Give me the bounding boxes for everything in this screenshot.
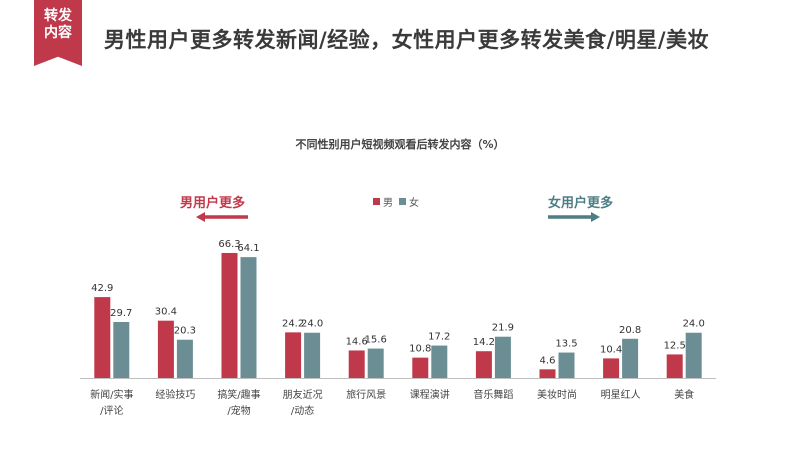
data-label-male-4: 14.6 <box>346 336 368 347</box>
bar-female-0 <box>113 321 130 378</box>
data-label-female-6: 21.9 <box>492 323 514 334</box>
bar-female-9 <box>685 332 702 378</box>
data-label-male-7: 4.6 <box>540 355 556 366</box>
data-label-female-8: 20.8 <box>619 325 641 336</box>
bar-male-8 <box>603 358 620 378</box>
category-label-8: 明星红人 <box>601 388 641 401</box>
category-label-5: 课程演讲 <box>410 388 450 401</box>
data-label-female-4: 15.6 <box>365 335 387 346</box>
data-label-female-2: 64.1 <box>237 243 259 254</box>
bar-female-3 <box>304 332 321 378</box>
bar-male-4 <box>348 350 365 378</box>
section-badge: 转发 内容 <box>34 0 82 66</box>
bar-male-2 <box>221 252 238 378</box>
male-more-annotation: 男用户更多 <box>180 196 246 211</box>
data-label-male-1: 30.4 <box>155 307 177 318</box>
legend-item-female: 女 <box>399 194 419 209</box>
bar-female-1 <box>176 339 193 378</box>
data-label-male-0: 42.9 <box>91 283 113 294</box>
category-label-6: 音乐舞蹈 <box>473 388 513 401</box>
left-arrow-icon <box>196 212 248 222</box>
data-label-female-1: 20.3 <box>174 326 196 337</box>
female-more-annotation: 女用户更多 <box>548 196 614 211</box>
data-label-male-8: 10.4 <box>600 344 622 355</box>
legend-swatch-female <box>399 198 406 205</box>
bar-female-4 <box>367 348 384 378</box>
bar-female-6 <box>494 336 511 378</box>
category-label-3: 朋友近况 <box>283 388 323 401</box>
category-label-3-line2: /动态 <box>291 404 314 417</box>
right-arrow-icon <box>548 212 600 222</box>
bar-female-8 <box>622 338 639 378</box>
data-label-female-9: 24.0 <box>683 319 705 330</box>
legend-label-female: 女 <box>409 198 419 209</box>
data-label-female-3: 24.0 <box>301 319 323 330</box>
bar-male-0 <box>94 297 111 378</box>
bar-male-1 <box>157 320 174 378</box>
data-label-female-0: 29.7 <box>110 308 132 319</box>
category-label-0: 新闻/实事 <box>90 388 133 401</box>
category-label-9: 美食 <box>674 388 694 401</box>
bar-male-9 <box>666 354 683 378</box>
data-label-male-3: 24.2 <box>282 318 304 329</box>
data-label-male-5: 10.8 <box>409 344 431 355</box>
bar-male-3 <box>285 332 302 378</box>
data-label-female-5: 17.2 <box>428 332 450 343</box>
category-label-2: 搞笑/趣事 <box>217 388 260 401</box>
bar-female-7 <box>558 352 575 378</box>
badge-line-2: 内容 <box>44 25 72 41</box>
chart-title: 不同性别用户短视频观看后转发内容（%） <box>295 138 505 151</box>
data-label-male-9: 12.5 <box>664 340 686 351</box>
category-label-1: 经验技巧 <box>155 388 195 401</box>
legend-item-male: 男 <box>373 194 393 209</box>
category-label-2-line2: /宠物 <box>227 404 250 417</box>
legend-label-male: 男 <box>383 198 393 209</box>
legend-swatch-male <box>373 198 380 205</box>
bar-male-6 <box>475 351 492 378</box>
badge-line-1: 转发 <box>44 8 72 24</box>
bar-male-5 <box>412 357 429 378</box>
data-label-female-7: 13.5 <box>555 339 577 350</box>
data-label-male-6: 14.2 <box>473 337 495 348</box>
category-label-7: 美妆时尚 <box>537 388 577 401</box>
category-label-0-line2: /评论 <box>100 404 123 417</box>
bar-female-5 <box>431 345 448 378</box>
chart-legend: 男 女 <box>373 194 425 209</box>
bar-male-7 <box>539 369 556 378</box>
page-title: 男性用户更多转发新闻/经验，女性用户更多转发美食/明星/美妆 <box>104 28 710 52</box>
data-label-male-2: 66.3 <box>218 239 240 250</box>
bar-female-2 <box>240 257 257 378</box>
category-label-4: 旅行风景 <box>346 388 386 401</box>
